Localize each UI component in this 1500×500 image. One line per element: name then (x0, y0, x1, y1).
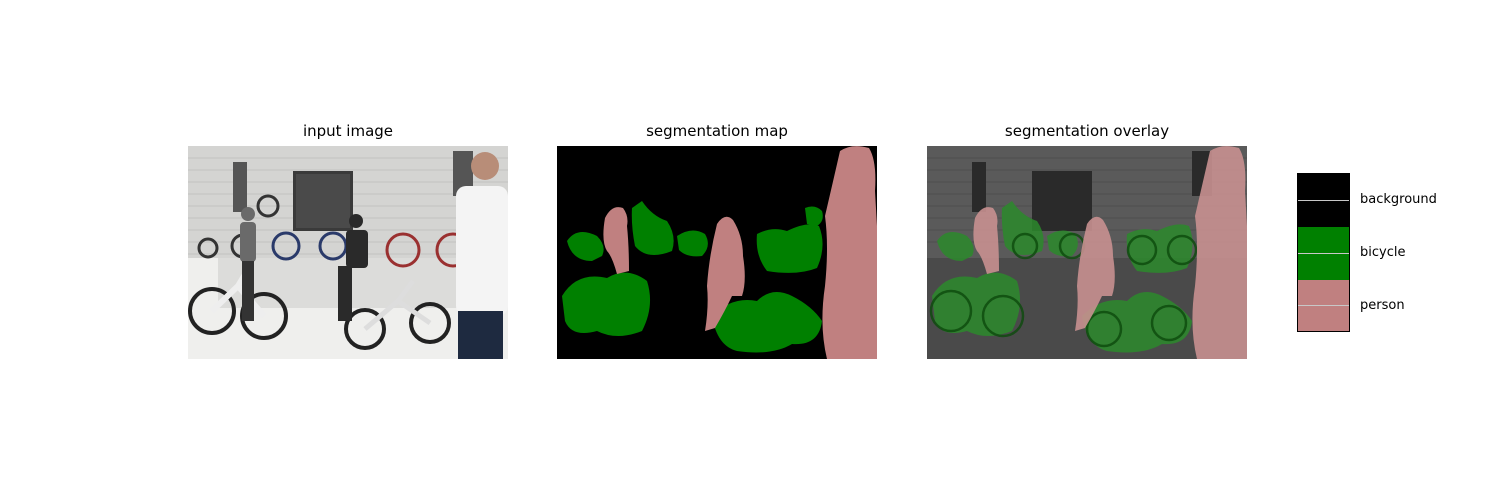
input-photo (188, 146, 508, 359)
segmentation-map-panel (557, 146, 877, 359)
segmentation-overlay (927, 146, 1247, 359)
legend-swatch-bicycle (1298, 227, 1349, 280)
bicycle-regions (562, 201, 823, 353)
person-regions (603, 146, 877, 359)
legend-label-background: background (1360, 192, 1437, 207)
legend-label-person: person (1360, 298, 1405, 313)
input-image-panel (188, 146, 508, 359)
legend-swatch-background (1298, 174, 1349, 227)
segmentation-overlay-title: segmentation overlay (1004, 122, 1170, 140)
segmentation-map (557, 146, 877, 359)
segmentation-overlay-panel (927, 146, 1247, 359)
input-image-title: input image (302, 122, 394, 140)
class-legend (1297, 173, 1350, 332)
segmentation-map-title: segmentation map (646, 122, 788, 140)
legend-swatch-person (1298, 280, 1349, 331)
legend-label-bicycle: bicycle (1360, 245, 1406, 260)
